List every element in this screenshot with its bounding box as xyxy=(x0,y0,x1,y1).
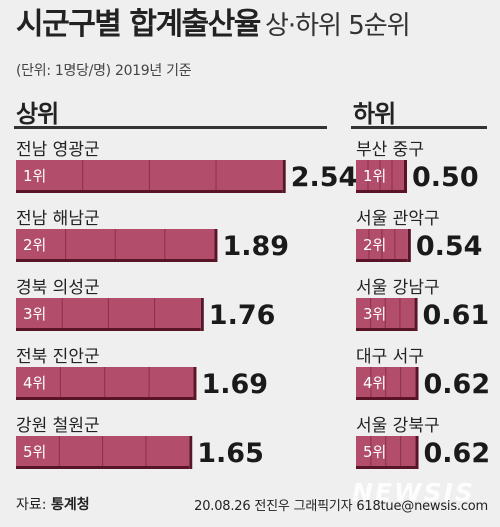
bottom-rank-label: 4위 xyxy=(363,374,386,392)
bottom-value-label: 0.62 xyxy=(424,438,491,469)
source-label: 자료: xyxy=(16,497,47,513)
top-value-label: 1.76 xyxy=(209,300,276,331)
top-value-label: 1.69 xyxy=(201,369,268,400)
title-main: 시군구별 합계출산율 xyxy=(16,7,261,42)
title-sub: 상·하위 5순위 xyxy=(264,11,411,41)
top-region-name: 경북 의성군 xyxy=(16,278,100,298)
top-group-rule xyxy=(14,126,327,129)
top-rank-label: 3위 xyxy=(23,305,46,323)
bottom-value-label: 0.61 xyxy=(423,300,490,331)
top-rank-label: 2위 xyxy=(23,236,46,254)
top-region-name: 전남 영광군 xyxy=(16,140,100,160)
bottom-value-label: 0.54 xyxy=(416,231,483,262)
unit-note: (단위: 1명당/명) 2019년 기준 xyxy=(16,63,192,79)
top-value-label: 2.54 xyxy=(291,162,358,193)
bottom-rank-label: 5위 xyxy=(363,443,386,461)
top-group-title: 상위 xyxy=(16,100,59,128)
top-rank-label: 1위 xyxy=(23,167,46,185)
top-value-label: 1.65 xyxy=(197,438,264,469)
bottom-region-name: 서울 관악구 xyxy=(356,209,440,229)
bottom-region-name: 부산 중구 xyxy=(356,140,424,160)
bottom-region-name: 대구 서구 xyxy=(356,347,424,367)
bottom-value-label: 0.62 xyxy=(424,369,491,400)
top-region-name: 강원 철원군 xyxy=(16,416,100,436)
credit-line: 20.08.26 전진우 그래픽기자 618tue@newsis.com xyxy=(194,499,488,514)
bottom-rank-label: 3위 xyxy=(363,305,386,323)
top-value-label: 1.89 xyxy=(222,231,289,262)
bottom-region-name: 서울 강남구 xyxy=(356,278,440,298)
newsis-watermark: NEWSIS xyxy=(352,478,475,507)
chart-title: 시군구별 합계출산율 상·하위 5순위 xyxy=(16,7,411,42)
bottom-region-name: 서울 강북구 xyxy=(356,416,440,436)
top-rank-label: 5위 xyxy=(23,443,46,461)
top-region-name: 전남 해남군 xyxy=(16,209,100,229)
top-rank-label: 4위 xyxy=(23,374,46,392)
bottom-group-title: 하위 xyxy=(353,100,396,128)
bottom-group-rule xyxy=(351,126,487,129)
source-name: 통계청 xyxy=(50,497,90,513)
top-region-name: 전북 진안군 xyxy=(16,347,100,367)
source-note: 자료: 통계청 xyxy=(16,494,90,514)
bottom-value-label: 0.50 xyxy=(412,162,479,193)
bottom-rank-label: 1위 xyxy=(363,167,386,185)
bottom-rank-label: 2위 xyxy=(363,236,386,254)
